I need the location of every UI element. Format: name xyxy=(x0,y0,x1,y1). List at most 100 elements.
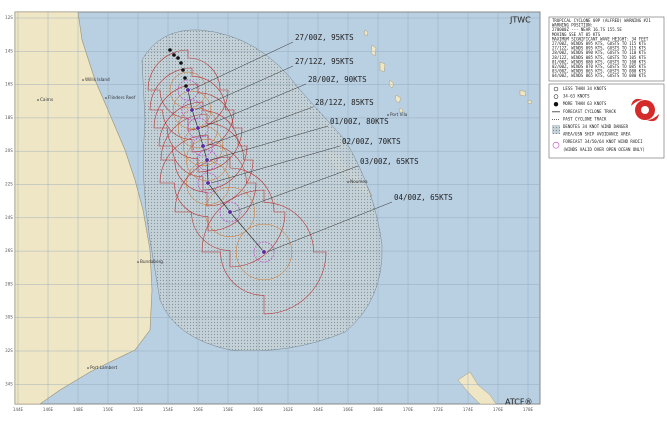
wind-radius-34 xyxy=(149,67,235,153)
legend-item: LESS THAN 34 KNOTS xyxy=(563,86,607,91)
legend-item: PAST CYCLONE TRACK xyxy=(563,116,607,121)
wind-radius-50 xyxy=(172,90,212,130)
warning-line: 04/00Z, WINDS 065 KTS, GUSTS TO 080 KTS xyxy=(552,73,647,78)
lat-label: 24S xyxy=(5,215,13,220)
leader-line xyxy=(209,125,329,161)
wind-radius-34 xyxy=(158,101,248,191)
place-marker xyxy=(137,261,139,263)
place-name: Noumea xyxy=(350,179,368,184)
wind-radius-64 xyxy=(196,149,218,171)
lat-label: 22S xyxy=(5,182,13,187)
legend-item: FORECAST 34/50/64 KNOT WIND RADII xyxy=(563,139,643,144)
wind-radius-50 xyxy=(186,139,228,181)
warning-line: TROPICAL CYCLONE 09P (ALFRED) WARNING #2… xyxy=(552,18,651,23)
past-position xyxy=(181,68,185,72)
lat-label: 28S xyxy=(5,281,13,286)
forecast-label: 27/00Z, 95KTS xyxy=(295,33,354,42)
lat-label: 18S xyxy=(5,115,13,120)
storm-icon xyxy=(631,98,659,122)
wind-radius-50 xyxy=(182,125,224,167)
leader-line xyxy=(190,41,294,91)
forecast-position xyxy=(227,209,233,215)
past-position xyxy=(179,61,183,65)
warning-line: 28/00Z, WINDS 090 KTS, GUSTS TO 110 KTS xyxy=(552,50,647,55)
wind-radius-64 xyxy=(197,172,219,194)
lon-label: 152E xyxy=(133,407,144,412)
legend-symbol xyxy=(553,94,559,99)
leader-line xyxy=(266,201,393,253)
warning-line: 270000Z --- NEAR 16.7S 155.5E xyxy=(552,27,622,32)
lon-label: 156E xyxy=(193,407,204,412)
lon-label: 172E xyxy=(433,407,444,412)
forecast-label: 28/12Z, 85KTS xyxy=(315,98,374,107)
warning-line: 27/00Z, WINDS 095 KTS, GUSTS TO 115 KTS xyxy=(552,41,647,46)
lon-label: 164E xyxy=(313,407,324,412)
wind-radius-50 xyxy=(205,187,255,237)
lon-label: 178E xyxy=(523,407,534,412)
lon-label: 174E xyxy=(463,407,474,412)
lat-label: 20S xyxy=(5,148,13,153)
place-marker xyxy=(82,79,84,81)
leader-line xyxy=(205,106,314,147)
place-name: Cairns xyxy=(40,97,53,102)
lon-label: 160E xyxy=(253,407,264,412)
leader-line xyxy=(200,83,307,129)
place-marker xyxy=(87,367,89,369)
wind-radius-34 xyxy=(174,156,286,268)
warning-line: WARNING POSITION: xyxy=(552,23,593,28)
past-position xyxy=(183,76,187,80)
lon-label: 146E xyxy=(43,407,54,412)
forecast-position xyxy=(261,249,267,255)
place-marker xyxy=(37,99,39,101)
wind-radius-34 xyxy=(160,113,254,207)
lon-label: 148E xyxy=(73,407,84,412)
place-name: Port Lambert xyxy=(90,365,118,370)
legend-symbol xyxy=(553,101,559,107)
wind-radius-64 xyxy=(219,201,241,223)
forecast-label: 27/12Z, 95KTS xyxy=(295,57,354,66)
wind-radius-50 xyxy=(235,223,293,281)
lon-label: 176E xyxy=(493,407,504,412)
lat-label: 16S xyxy=(5,82,13,87)
place-name: Willis Island xyxy=(85,77,110,82)
legend-symbol xyxy=(553,86,559,92)
forecast-label: 28/00Z, 90KTS xyxy=(308,75,367,84)
lon-label: 168E xyxy=(373,407,384,412)
legend-box xyxy=(548,83,665,159)
place-marker xyxy=(347,181,349,183)
warning-box xyxy=(548,16,665,82)
vanuatu xyxy=(363,29,404,114)
past-position xyxy=(168,48,172,52)
legend-item: DENOTES 34 KNOT WIND DANGER xyxy=(563,124,629,129)
place-name: Bundaberg xyxy=(140,259,163,264)
legend-symbol xyxy=(552,141,560,149)
legend-item: 34-63 KNOTS xyxy=(563,94,590,99)
legend-symbol xyxy=(552,125,560,134)
warning-line: MOVING SSE AT 05 KTS xyxy=(552,32,601,37)
place-marker xyxy=(105,97,107,99)
lat-label: 12S xyxy=(5,15,13,20)
new-zealand xyxy=(457,371,497,405)
wind-radius-34 xyxy=(159,134,257,232)
legend-item: MORE THAN 63 KNOTS xyxy=(563,101,607,106)
lat-label: 32S xyxy=(5,348,13,353)
wind-radius-34 xyxy=(201,189,327,315)
wind-radius-50 xyxy=(169,71,207,109)
leader-line xyxy=(210,145,341,184)
lon-label: 158E xyxy=(223,407,234,412)
wind-radius-64 xyxy=(187,117,209,139)
forecast-position xyxy=(204,157,210,163)
legend-item: FORECAST CYCLONE TRACK xyxy=(563,109,617,114)
place-name: Port Vila xyxy=(390,112,408,117)
lon-label: 144E xyxy=(13,407,24,412)
past-position xyxy=(176,56,180,60)
wind-radius-64 xyxy=(192,135,214,157)
leader-line xyxy=(194,65,294,111)
warning-line: 27/12Z, WINDS 095 KTS, GUSTS TO 115 KTS xyxy=(552,46,647,51)
place-marker xyxy=(387,114,389,116)
wind-radius-64 xyxy=(253,241,275,263)
forecast-position xyxy=(195,125,201,131)
warning-line: MAXIMUM SIGNIFICANT WAVE HEIGHT: 34 FEET xyxy=(552,36,649,41)
warning-line: 02/00Z, WINDS 070 KTS, GUSTS TO 085 KTS xyxy=(552,64,647,69)
